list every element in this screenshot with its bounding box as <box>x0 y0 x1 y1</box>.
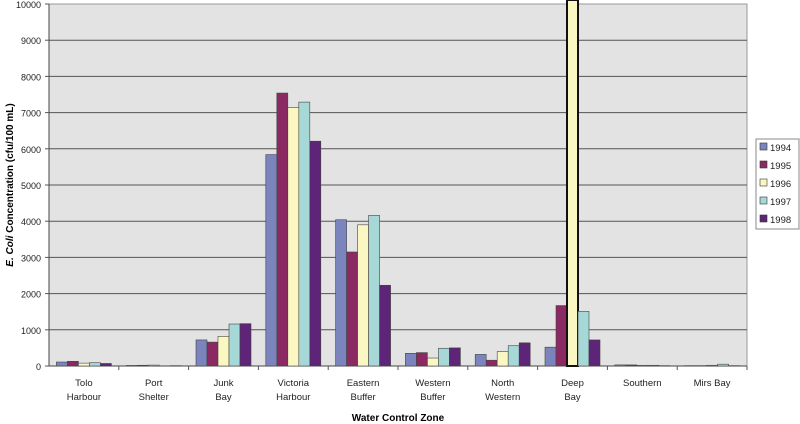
bar-1994 <box>125 365 138 367</box>
y-tick-label: 5000 <box>21 181 41 191</box>
bar-1994 <box>195 339 208 367</box>
bar-1995 <box>625 364 638 367</box>
legend-label: 1996 <box>770 179 791 190</box>
y-tick-label: 8000 <box>21 72 41 82</box>
y-tick-label: 10000 <box>16 0 41 10</box>
y-tick-label: 7000 <box>21 109 41 119</box>
x-tick-label: Deep <box>561 378 584 389</box>
x-axis-title: Water Control Zone <box>352 413 445 424</box>
bar-1998 <box>449 347 461 367</box>
legend-swatch <box>759 160 768 169</box>
bar-1997 <box>577 311 590 367</box>
y-axis-title-italic: E. Coli <box>5 235 16 266</box>
bar-1995 <box>485 359 498 367</box>
bar-1998 <box>309 140 322 367</box>
bar-1998 <box>518 342 531 367</box>
x-tick-label: Harbour <box>67 392 101 403</box>
legend-swatch <box>759 178 768 187</box>
bar-1996 <box>427 357 439 367</box>
bar-1995 <box>416 352 428 367</box>
y-tick-label: 6000 <box>21 145 41 155</box>
bar-1996 <box>636 364 649 367</box>
bar-1998 <box>588 339 601 367</box>
legend-label: 1995 <box>770 161 791 172</box>
bar-1995 <box>67 360 79 367</box>
bar-1996 <box>78 362 90 367</box>
bar-1995 <box>206 341 219 367</box>
bar-1994 <box>265 154 278 367</box>
x-tick-label: Western <box>415 378 450 389</box>
bar-1997 <box>507 345 520 367</box>
x-tick-label: Tolo <box>75 378 92 389</box>
bar-1996 <box>496 351 509 367</box>
bar-1996 <box>147 364 160 367</box>
x-tick-label: Southern <box>623 378 662 389</box>
bar-1996 <box>287 107 300 367</box>
x-tick-label: Buffer <box>420 392 445 403</box>
bar-1997 <box>368 215 380 367</box>
x-tick-label: Victoria <box>278 378 310 389</box>
y-tick-label: 2000 <box>21 290 41 300</box>
x-tick-label: Harbour <box>276 392 310 403</box>
legend-swatch <box>759 142 768 151</box>
bar-1994 <box>405 353 417 367</box>
y-axis-title: E. Coli Concentration (cfu/100 mL) <box>5 103 16 266</box>
bar-1995 <box>555 305 568 367</box>
y-tick-label: 0 <box>36 362 41 372</box>
legend: 1994 1995 1996 1997 1998 <box>755 138 800 230</box>
legend-label: 1994 <box>770 143 791 154</box>
legend-swatch <box>759 214 768 223</box>
y-tick-label: 9000 <box>21 36 41 46</box>
bar-1994 <box>56 361 68 367</box>
bar-1997 <box>228 323 241 367</box>
bar-1994 <box>544 346 557 367</box>
x-tick-label: Eastern <box>347 378 380 389</box>
y-axis-title-main: Concentration (cfu/100 mL) <box>5 103 16 232</box>
y-tick-label: 4000 <box>21 217 41 227</box>
bar-1995 <box>276 92 289 367</box>
bar-1997 <box>647 364 660 367</box>
bar-1997 <box>438 347 450 367</box>
bar-1998 <box>239 323 252 367</box>
bar-1996 <box>357 224 369 367</box>
bar-1996 <box>566 0 579 367</box>
bar-1996 <box>217 336 230 367</box>
x-tick-label: Junk <box>213 378 233 389</box>
bar-1995 <box>136 364 149 367</box>
bar-1994 <box>335 219 347 367</box>
bar-1996 <box>706 364 718 367</box>
bar-1997 <box>717 363 729 367</box>
bar-1994 <box>474 354 487 367</box>
legend-swatch <box>759 196 768 205</box>
bar-1998 <box>379 284 391 367</box>
x-tick-label: Mirs Bay <box>694 378 731 389</box>
x-tick-label: Buffer <box>351 392 376 403</box>
legend-label: 1997 <box>770 197 791 208</box>
x-tick-label: Shelter <box>139 392 169 403</box>
x-tick-label: Port <box>145 378 163 389</box>
x-tick-label: Bay <box>215 392 232 403</box>
x-tick-label: Bay <box>564 392 581 403</box>
bar-1995 <box>346 251 358 367</box>
bar-1998 <box>100 363 112 367</box>
bar-1994 <box>614 364 627 367</box>
x-tick-label: Western <box>485 392 520 403</box>
y-tick-label: 1000 <box>21 326 41 336</box>
bar-1997 <box>89 362 101 367</box>
x-tick-label: North <box>491 378 514 389</box>
bar-1997 <box>298 101 311 367</box>
legend-label: 1998 <box>770 215 791 226</box>
y-tick-label: 3000 <box>21 253 41 263</box>
